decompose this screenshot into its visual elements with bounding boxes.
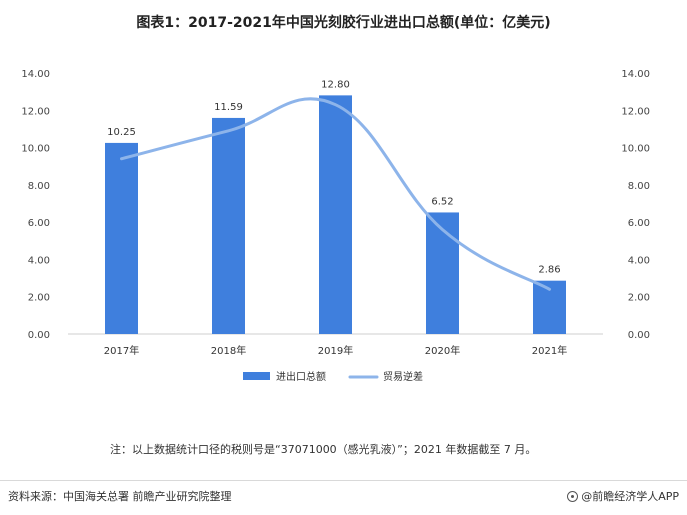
x-tick-label: 2017年 <box>104 344 139 357</box>
y2-tick-label-right: 2.00 <box>628 293 650 304</box>
source-text: 资料来源：中国海关总署 前瞻产业研究院整理 <box>8 490 232 503</box>
footer-divider <box>0 480 687 481</box>
chart-title: 图表1：2017-2021年中国光刻胶行业进出口总额(单位：亿美元) <box>136 15 551 31</box>
y2-tick-label-right: 0.00 <box>628 330 650 341</box>
x-tick-label: 2021年 <box>532 344 567 357</box>
y2-tick-label-right: 8.00 <box>628 181 650 192</box>
bar <box>105 142 138 334</box>
bar-data-label: 12.80 <box>321 79 350 90</box>
y-tick-label-left: 12.00 <box>21 106 50 117</box>
y2-tick-label-right: 14.00 <box>621 69 650 80</box>
y-tick-label-left: 10.00 <box>21 144 50 155</box>
legend-label-bar: 进出口总额 <box>276 370 326 383</box>
y2-tick-label-right: 12.00 <box>621 106 650 117</box>
y-tick-label-left: 0.00 <box>28 330 50 341</box>
y-tick-label-left: 6.00 <box>28 218 50 229</box>
y-tick-label-left: 8.00 <box>28 181 50 192</box>
footnote: 注：以上数据统计口径的税则号是“37071000（感光乳液）”；2021 年数据… <box>110 443 537 456</box>
x-tick-label: 2020年 <box>425 344 460 357</box>
legend-label-line: 贸易逆差 <box>383 370 423 383</box>
y2-tick-label-right: 6.00 <box>628 218 650 229</box>
y-tick-label-left: 14.00 <box>21 69 50 80</box>
y-tick-label-left: 2.00 <box>28 293 50 304</box>
brand-logo-icon <box>567 490 579 502</box>
bar <box>212 117 245 334</box>
bar-data-label: 11.59 <box>214 102 243 113</box>
legend-swatch-bar <box>243 372 270 380</box>
bar-data-label: 10.25 <box>107 127 136 138</box>
x-tick-label: 2018年 <box>211 344 246 357</box>
chart: 0.00 0.00 2.00 2.00 4.00 4.00 6.00 6.00 8.00 8.00… <box>21 69 650 383</box>
bar <box>319 95 352 334</box>
bar <box>426 212 459 334</box>
x-tick-label: 2019年 <box>318 344 353 357</box>
bar-data-label: 6.52 <box>431 196 453 207</box>
brand-text: @前瞻经济学人APP <box>581 490 679 503</box>
y2-tick-label-right: 4.00 <box>628 255 650 266</box>
y2-tick-label-right: 10.00 <box>621 144 650 155</box>
trade-deficit-line <box>120 97 551 291</box>
y-tick-label-left: 4.00 <box>28 255 50 266</box>
bar-data-label: 2.86 <box>538 265 560 276</box>
brand: @前瞻经济学人APP <box>567 488 679 504</box>
